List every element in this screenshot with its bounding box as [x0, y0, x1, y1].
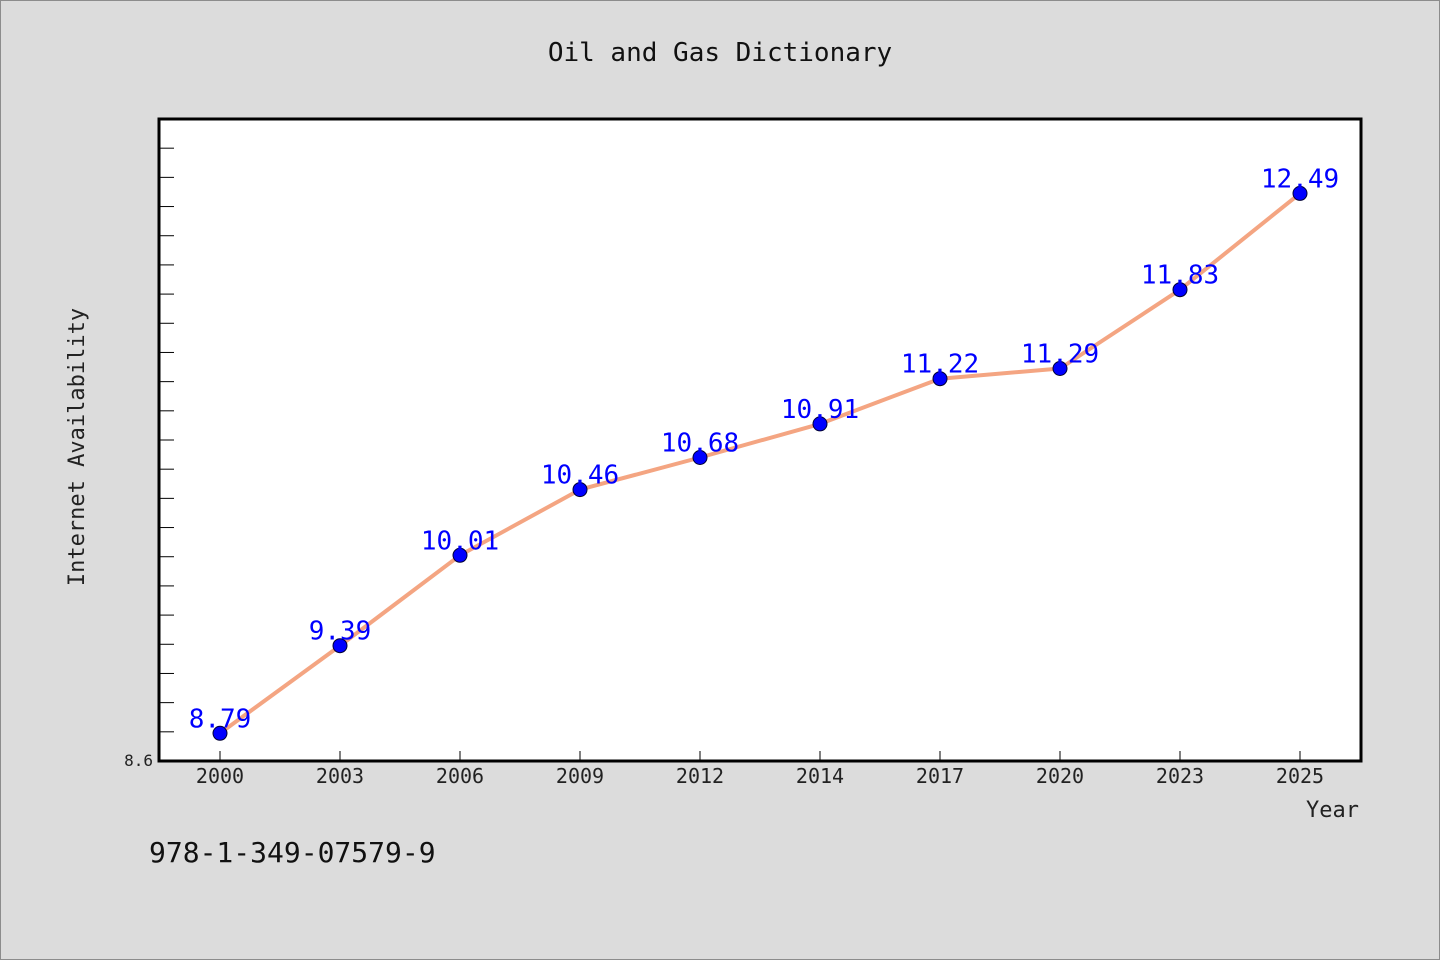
plot-area [157, 117, 1363, 763]
data-label: 10.68 [661, 429, 739, 459]
y-axis-ticks [159, 118, 174, 762]
x-axis-ticks [219, 751, 1301, 761]
series-line [218, 191, 1302, 736]
x-tick-label: 2012 [676, 764, 724, 788]
data-point-marker [212, 725, 228, 741]
data-point-marker [812, 416, 828, 432]
x-axis-tick-labels: 2000 2003 2006 2009 2012 2014 2017 2020 2023 2025 [196, 764, 1324, 788]
y-axis-label: Internet Availability [65, 308, 90, 586]
chart-title: Oil and Gas Dictionary [548, 38, 892, 68]
data-label: 10.46 [541, 461, 619, 491]
data-point-marker [1172, 282, 1188, 298]
data-point-marker [572, 482, 588, 498]
data-label: 10.91 [781, 395, 859, 425]
data-label: 12.49 [1261, 164, 1339, 194]
data-point-marker [452, 547, 468, 563]
data-labels: 8.79 9.39 10.01 10.46 10.68 10.91 11.22 11.29 11… [189, 164, 1339, 734]
data-point-marker [692, 450, 708, 465]
x-tick-label: 2006 [436, 764, 484, 788]
x-tick-label: 2020 [1036, 764, 1084, 788]
data-label: 8.79 [189, 704, 252, 734]
data-label: 11.83 [1141, 261, 1219, 291]
series-markers [212, 185, 1308, 741]
x-tick-label: 2025 [1276, 764, 1324, 788]
data-point-marker [1292, 185, 1308, 201]
data-label: 10.01 [421, 526, 499, 556]
x-tick-label: 2023 [1156, 764, 1204, 788]
data-label: 11.22 [901, 350, 979, 380]
x-tick-label: 2017 [916, 764, 964, 788]
y-tick-label: 8.6 [124, 751, 153, 770]
data-point-marker [932, 371, 948, 387]
x-axis-label: Year [1306, 798, 1359, 823]
data-point-marker [332, 638, 348, 654]
data-label: 11.29 [1021, 340, 1099, 370]
x-tick-label: 2003 [316, 764, 364, 788]
x-tick-label: 2014 [796, 764, 844, 788]
x-tick-label: 2000 [196, 764, 244, 788]
data-label: 9.39 [309, 617, 372, 647]
x-tick-label: 2009 [556, 764, 604, 788]
isbn-text: 978-1-349-07579-9 [149, 836, 436, 869]
data-point-marker [1052, 361, 1068, 376]
